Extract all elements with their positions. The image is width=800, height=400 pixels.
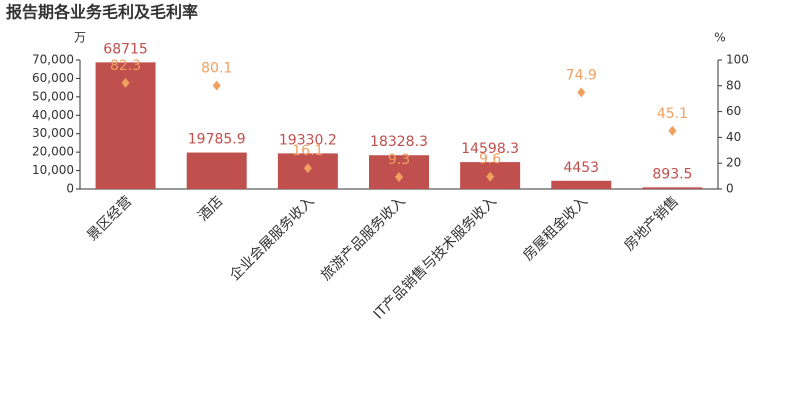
- margin-value-label: 82.3: [110, 58, 141, 74]
- bar-value-label: 19330.2: [279, 132, 337, 148]
- bar: [551, 180, 612, 189]
- margin-value-label: 9.3: [388, 152, 410, 168]
- margin-value-label: 74.9: [566, 67, 597, 83]
- y-tick-label: 30,000: [32, 126, 74, 140]
- y-axis-unit: 万: [74, 31, 86, 45]
- bar-value-label: 18328.3: [370, 134, 428, 150]
- margin-marker: [395, 172, 403, 183]
- chart-title: 报告期各业务毛利及毛利率: [6, 3, 198, 22]
- margin-value-label: 9.6: [479, 152, 501, 168]
- margin-marker: [303, 163, 312, 174]
- margin-marker: [121, 77, 130, 88]
- margin-marker: [577, 87, 586, 98]
- y-tick-label: 50,000: [32, 89, 74, 103]
- y-tick-label: 0: [66, 182, 74, 196]
- margin-value-label: 16.1: [292, 143, 323, 159]
- x-tick-label: 企业会展服务收入: [226, 193, 317, 284]
- margin-value-label: 45.1: [657, 106, 688, 122]
- bar-value-label: 19785.9: [188, 132, 246, 148]
- y2-axis-unit: %: [714, 31, 725, 45]
- margin-marker: [212, 80, 221, 91]
- x-tick-label: 景区经营: [84, 193, 135, 244]
- y2-tick-label: 60: [726, 104, 741, 118]
- bar: [186, 152, 247, 189]
- margin-marker: [486, 171, 495, 182]
- y-tick-label: 70,000: [32, 53, 74, 67]
- margin-value-label: 80.1: [201, 61, 232, 77]
- y2-tick-label: 100: [726, 53, 749, 67]
- x-tick-label: 房地产销售: [621, 193, 682, 254]
- bar-value-label: 893.5: [652, 166, 692, 182]
- y2-tick-label: 0: [726, 182, 734, 196]
- x-tick-label: 旅游产品服务收入: [318, 193, 409, 284]
- y2-tick-label: 80: [726, 78, 741, 92]
- margin-marker: [668, 125, 677, 136]
- bar-value-label: 4453: [563, 160, 599, 176]
- y-tick-label: 60,000: [32, 71, 74, 85]
- x-tick-label: 房屋租金收入: [520, 193, 591, 264]
- bar-value-label: 68715: [103, 41, 148, 57]
- y2-tick-label: 20: [726, 156, 741, 170]
- y-tick-label: 40,000: [32, 108, 74, 122]
- x-tick-label: 酒店: [195, 193, 226, 224]
- bar-value-label: 14598.3: [461, 141, 519, 157]
- y2-tick-label: 40: [726, 130, 741, 144]
- y-tick-label: 20,000: [32, 145, 74, 159]
- y-tick-label: 10,000: [32, 163, 74, 177]
- bar: [642, 187, 703, 189]
